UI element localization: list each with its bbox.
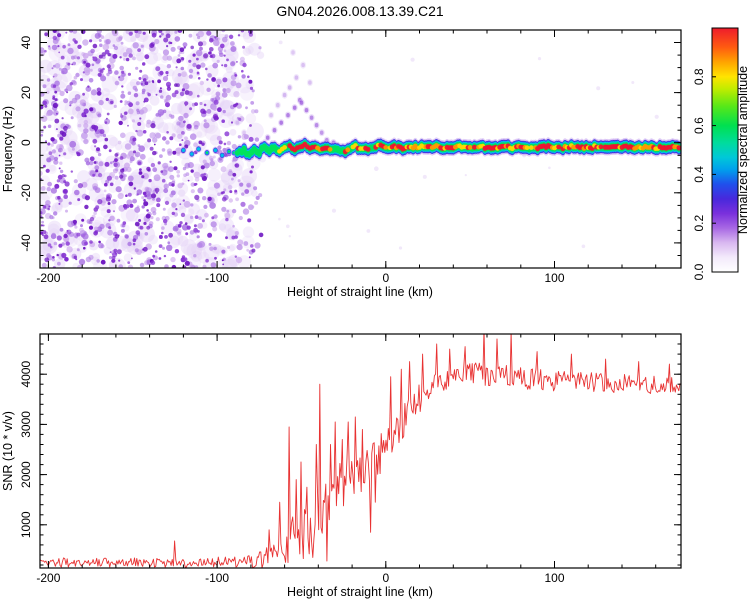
diagonal-streak	[234, 48, 337, 157]
y-tick-label: 3000	[19, 411, 33, 438]
y-tick-label: 0	[19, 139, 33, 146]
y-tick-label: 2000	[19, 461, 33, 488]
x-tick-label: -100	[205, 271, 229, 285]
axis-ticks: -200 -100 0 100 1000 2000 3000 4000	[19, 333, 681, 585]
x-tick-label: 100	[544, 571, 564, 585]
signal-track	[233, 136, 681, 162]
spectrogram-xlabel: Height of straight line (km)	[287, 285, 433, 299]
colorbar-tick-label: 0.0	[692, 263, 706, 280]
colorbar: 0.0 0.2 0.4 0.6 0.8	[692, 27, 739, 280]
snr-bg	[40, 334, 681, 568]
colorbar-gradient	[712, 28, 738, 272]
figure-title: GN04.2026.008.13.39.C21	[276, 3, 444, 19]
colorbar-tick-label: 0.4	[692, 166, 706, 183]
x-tick-label: -200	[36, 271, 60, 285]
snr-ylabel: SNR (10 * v/v)	[1, 411, 15, 491]
colorbar-tick-label: 0.8	[692, 68, 706, 85]
x-tick-label: 100	[544, 271, 564, 285]
snr-xlabel: Height of straight line (km)	[287, 585, 433, 599]
snr-content	[40, 334, 681, 568]
panel-frame	[39, 333, 682, 569]
colorbar-tick-label: 0.2	[692, 215, 706, 232]
track-lead-dots	[180, 145, 238, 160]
y-tick-label: -40	[19, 234, 33, 252]
y-tick-label: 40	[19, 36, 33, 50]
y-tick-label: -20	[19, 184, 33, 202]
x-tick-label: 0	[382, 271, 389, 285]
y-tick-label: 4000	[19, 361, 33, 388]
y-tick-label: 1000	[19, 511, 33, 538]
colorbar-label: Normalized spectral amplitude	[736, 66, 750, 234]
colorbar-tick-label: 0.6	[692, 117, 706, 134]
snr-curve	[40, 334, 681, 568]
colorbar-frame	[711, 27, 739, 273]
snr-panel: -200 -100 0 100 1000 2000 3000 4000	[19, 333, 682, 585]
x-tick-label: 0	[382, 571, 389, 585]
spectrogram-ylabel: Frequency (Hz)	[1, 106, 15, 192]
panel-frame	[39, 29, 682, 269]
x-tick-label: -200	[36, 571, 60, 585]
y-tick-label: 20	[19, 86, 33, 100]
x-tick-label: -100	[205, 571, 229, 585]
